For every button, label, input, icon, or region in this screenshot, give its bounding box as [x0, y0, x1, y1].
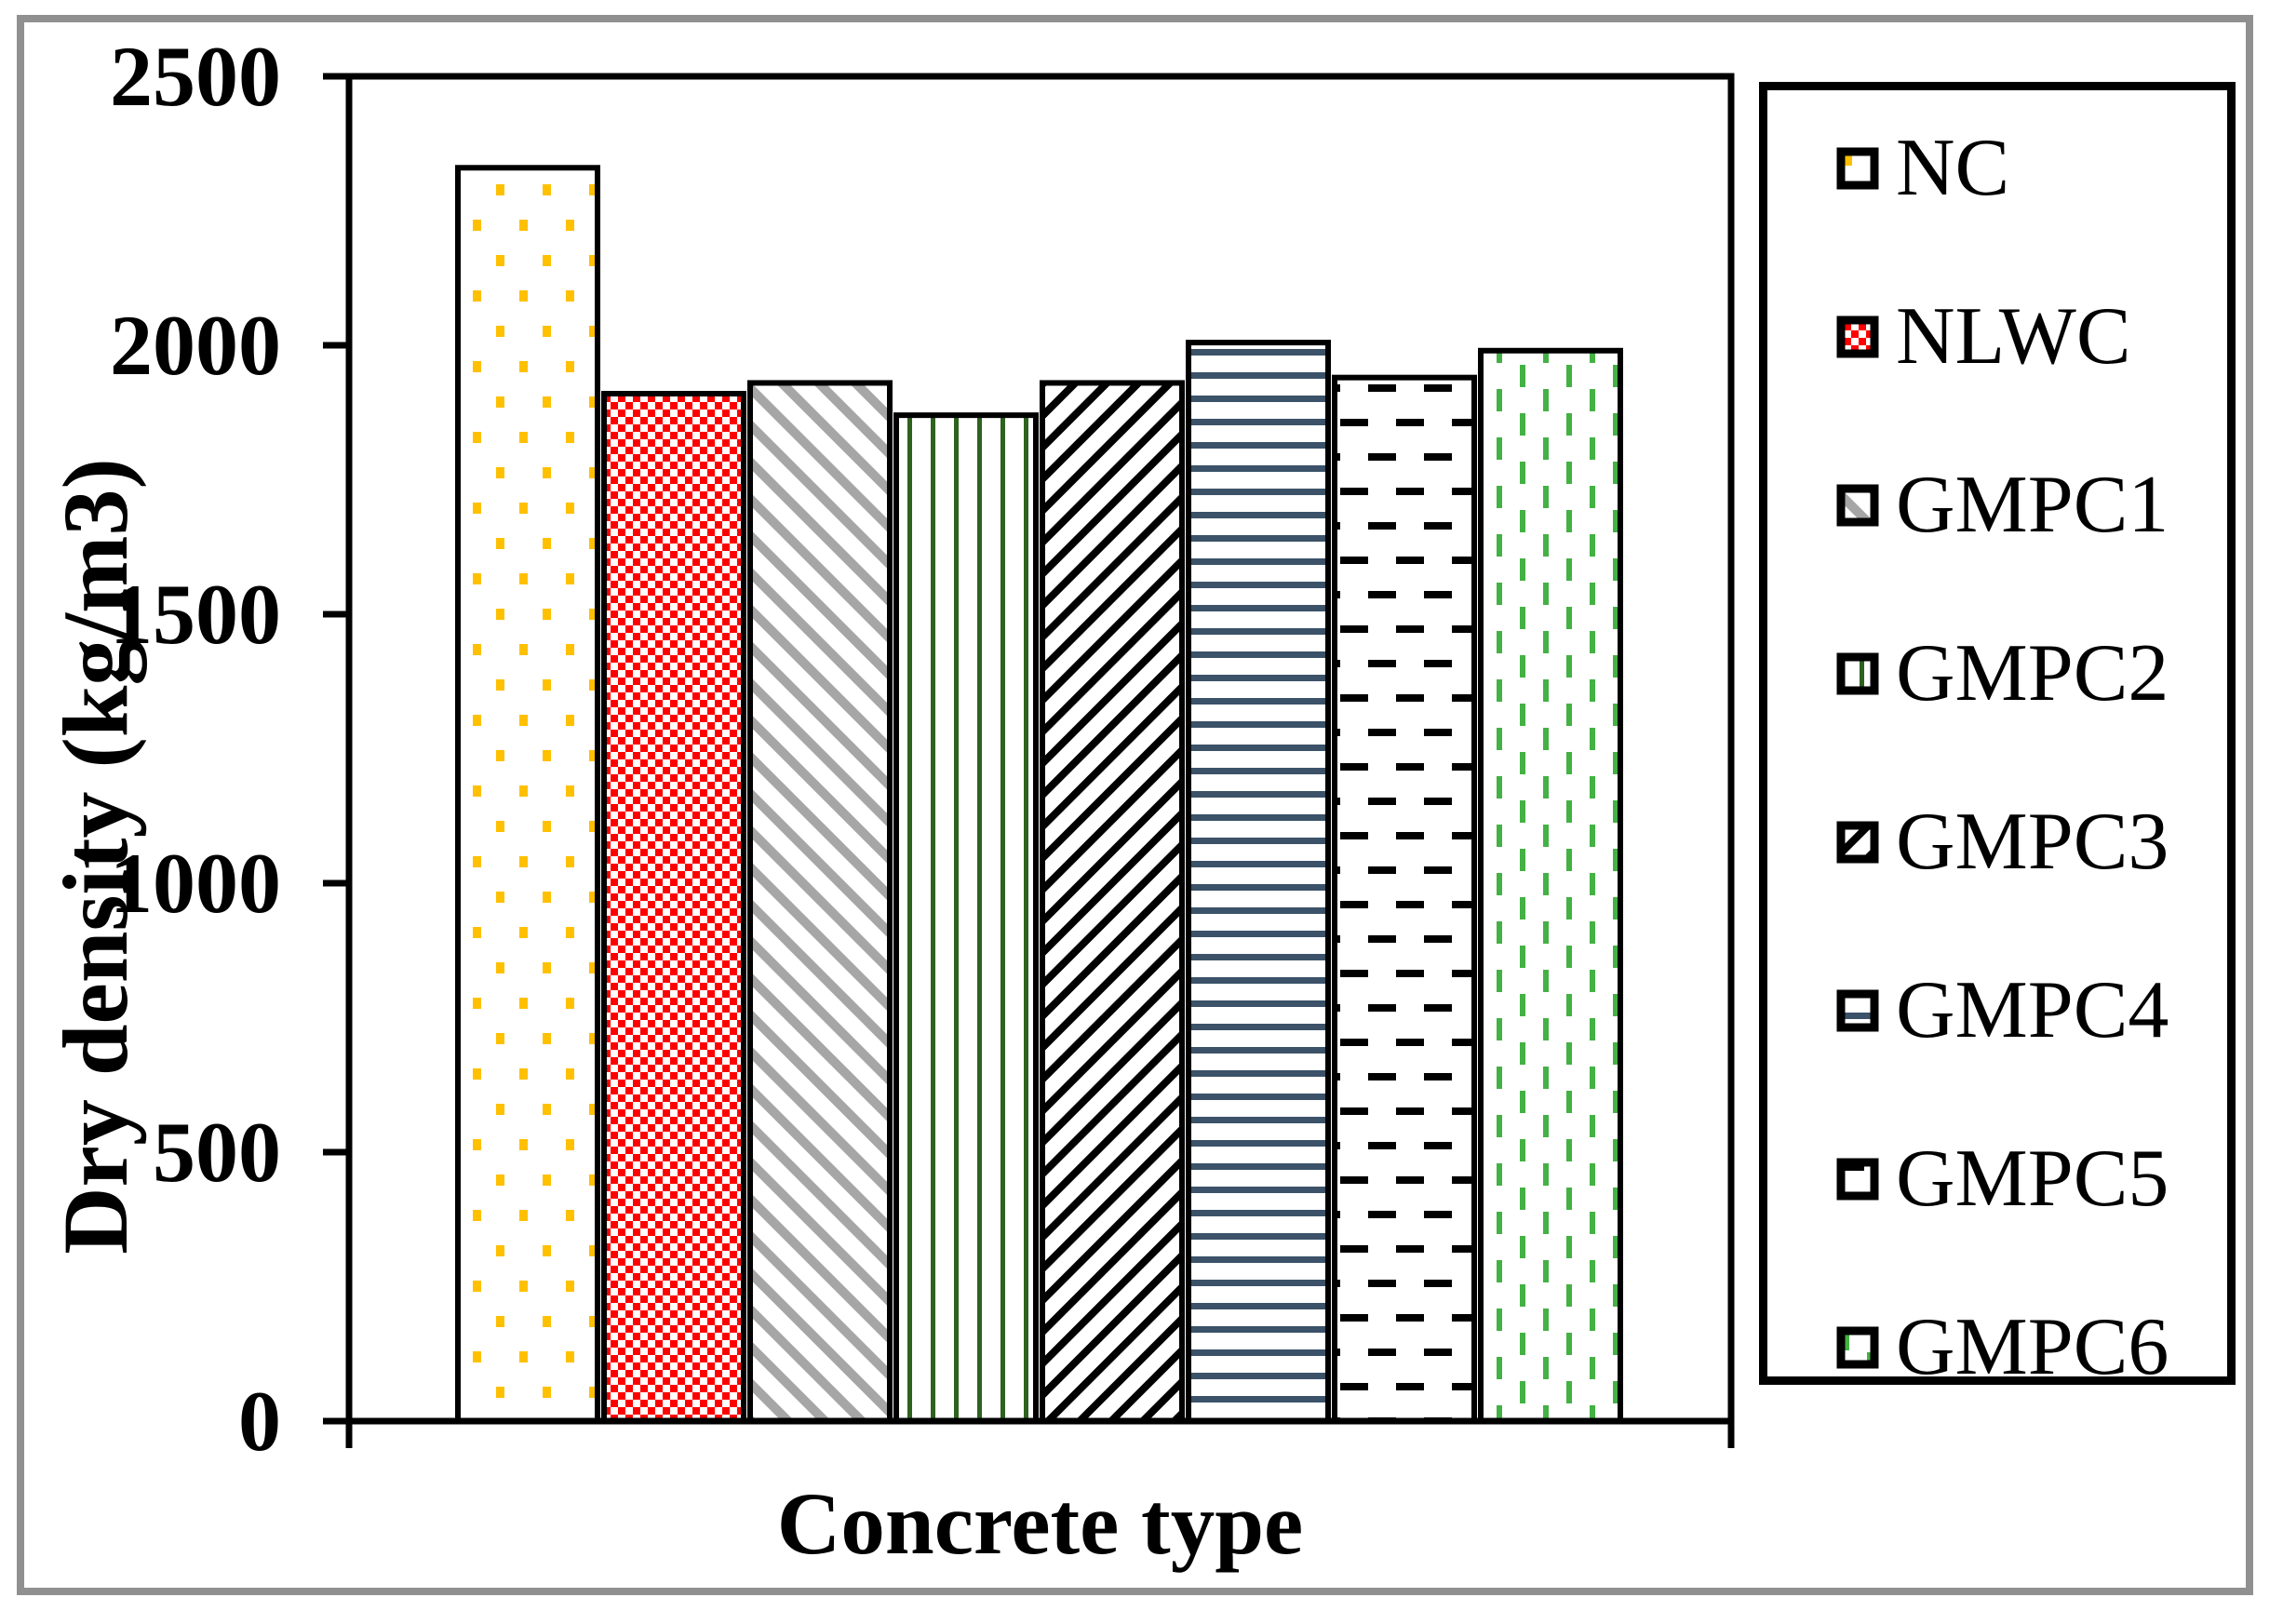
legend-swatch-black-upward-diagonal-icon [1836, 821, 1879, 864]
legend-swatch-gray-downward-diagonal-icon [1836, 484, 1879, 527]
bar-GMPC4 [1186, 340, 1331, 1424]
legend-label: GMPC1 [1896, 460, 2169, 550]
legend-item-GMPC3: GMPC3 [1836, 796, 2169, 889]
bar-GMPC1 [747, 380, 893, 1425]
legend-swatch-yellow-dots-icon [1836, 147, 1879, 190]
legend-swatch-dark-green-vertical-lines-icon [1836, 652, 1879, 695]
legend-swatch-green-vertical-dashes-icon [1836, 1326, 1879, 1369]
plot-area-border [345, 73, 1735, 1425]
legend-item-GMPC6: GMPC6 [1836, 1301, 2169, 1394]
bar-GMPC6 [1478, 347, 1623, 1424]
bar-GMPC3 [1040, 380, 1185, 1425]
legend-label: GMPC3 [1896, 797, 2169, 887]
x-axis-title: Concrete type [776, 1474, 1304, 1573]
legend-item-GMPC2: GMPC2 [1836, 627, 2169, 720]
legend-label: GMPC4 [1896, 965, 2169, 1055]
y-tick-label: 1000 [110, 836, 281, 931]
legend-item-GMPC1: GMPC1 [1836, 459, 2169, 552]
y-tick-label: 1500 [110, 567, 281, 662]
legend-item-NLWC: NLWC [1836, 290, 2131, 383]
y-tick-label: 2500 [110, 29, 281, 124]
bar-GMPC5 [1332, 374, 1477, 1424]
legend-label: NLWC [1896, 291, 2131, 382]
y-tick-label: 0 [238, 1374, 281, 1469]
y-tick-label: 2000 [110, 298, 281, 393]
legend-item-NC: NC [1836, 122, 2009, 215]
y-axis-title: Dry density (kg/m3) [44, 458, 147, 1255]
bar-GMPC2 [893, 412, 1039, 1424]
bar-NC [455, 165, 600, 1424]
y-tick-label: 500 [153, 1105, 281, 1200]
legend-swatch-red-checkerboard-icon [1836, 315, 1879, 358]
legend-swatch-black-horizontal-dashes-icon [1836, 1158, 1879, 1201]
bar-NLWC [601, 391, 746, 1424]
axis-ticks-group [323, 73, 1735, 1448]
figure-outer-border [17, 15, 2253, 1595]
legend-label: GMPC6 [1896, 1302, 2169, 1392]
legend-swatch-slate-blue-horizontal-lines-icon [1836, 989, 1879, 1032]
legend-label: GMPC2 [1896, 628, 2169, 718]
legend-label: NC [1896, 123, 2010, 213]
legend-label: GMPC5 [1896, 1134, 2169, 1224]
bars-group [455, 165, 1623, 1425]
legend-item-GMPC4: GMPC4 [1836, 964, 2169, 1057]
legend-item-GMPC5: GMPC5 [1836, 1133, 2169, 1226]
